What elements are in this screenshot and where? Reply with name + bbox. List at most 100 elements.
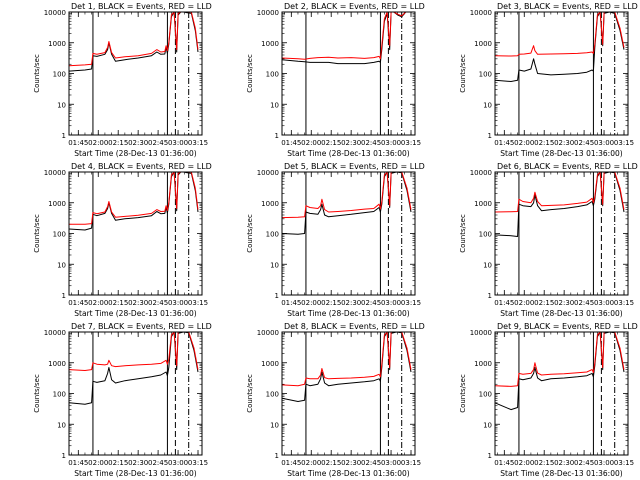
y-tick-label: 100 — [266, 231, 279, 239]
x-tick-label: 01:45 — [68, 459, 88, 467]
y-tick-label: 100 — [479, 71, 492, 79]
panel-det-5: Det 5, BLACK = Events, RED = LLD Counts/s… — [246, 162, 425, 318]
x-tick-label: 02:00 — [88, 299, 108, 307]
x-tick-label: 01:45 — [494, 139, 514, 147]
y-axis-label: Counts/sec — [246, 214, 254, 253]
y-tick-label: 1000 — [261, 200, 279, 208]
x-tick-label: 01:45 — [281, 459, 301, 467]
y-tick-label: 10000 — [470, 329, 492, 337]
plot-frame — [281, 331, 416, 456]
series-lld — [495, 332, 625, 387]
series-lld — [495, 172, 625, 213]
x-tick-label: 02:30 — [554, 459, 574, 467]
x-tick-label: 03:00 — [168, 459, 188, 467]
x-tick-label: 02:45 — [574, 299, 594, 307]
x-tick-label: 02:30 — [554, 139, 574, 147]
panel-det-8: Det 8, BLACK = Events, RED = LLD Counts/s… — [246, 322, 425, 478]
y-tick-label: 1000 — [261, 360, 279, 368]
panel-det-2: Det 2, BLACK = Events, RED = LLD Counts/s… — [246, 2, 425, 158]
x-axis-label: Start Time (28-Dec-13 01:36:00) — [500, 469, 622, 478]
panel-det-6: Det 6, BLACK = Events, RED = LLD Counts/s… — [459, 162, 638, 318]
x-tick-label: 02:45 — [361, 139, 381, 147]
x-tick-label: 03:15 — [614, 459, 634, 467]
y-tick-label: 1 — [488, 292, 492, 300]
x-tick-label: 03:15 — [614, 139, 634, 147]
x-tick-label: 01:45 — [281, 139, 301, 147]
y-tick-label: 10 — [57, 101, 66, 109]
y-tick-label: 1000 — [474, 360, 492, 368]
y-axis-label: Counts/sec — [459, 54, 467, 93]
series-events — [282, 172, 412, 235]
y-tick-label: 100 — [479, 391, 492, 399]
x-tick-label: 03:00 — [594, 139, 614, 147]
y-tick-label: 100 — [266, 71, 279, 79]
x-tick-label: 02:15 — [534, 299, 554, 307]
y-tick-label: 1000 — [48, 360, 66, 368]
x-tick-label: 03:00 — [168, 299, 188, 307]
plot-frame — [68, 11, 203, 136]
panel-title: Det 7, BLACK = Events, RED = LLD — [71, 322, 212, 331]
x-tick-label: 02:30 — [128, 139, 148, 147]
x-tick-label: 03:00 — [381, 139, 401, 147]
series-events — [69, 172, 199, 231]
x-tick-label: 02:15 — [321, 299, 341, 307]
series-lld — [69, 332, 199, 371]
y-tick-label: 10000 — [257, 169, 279, 177]
x-tick-label: 01:45 — [494, 299, 514, 307]
x-tick-label: 02:15 — [534, 139, 554, 147]
panel-title: Det 5, BLACK = Events, RED = LLD — [284, 162, 425, 171]
series-group — [69, 12, 199, 72]
y-tick-label: 1 — [488, 452, 492, 460]
y-axis-label: Counts/sec — [33, 54, 41, 93]
panel-title: Det 9, BLACK = Events, RED = LLD — [497, 322, 638, 331]
series-group — [495, 172, 625, 237]
y-tick-label: 10 — [270, 261, 279, 269]
x-tick-label: 02:15 — [321, 139, 341, 147]
x-tick-label: 02:00 — [301, 139, 321, 147]
x-tick-label: 03:00 — [381, 459, 401, 467]
x-axis-label: Start Time (28-Dec-13 01:36:00) — [74, 309, 196, 318]
y-tick-label: 10 — [270, 421, 279, 429]
x-tick-label: 01:45 — [494, 459, 514, 467]
y-tick-label: 100 — [479, 231, 492, 239]
y-tick-label: 1 — [488, 132, 492, 140]
x-tick-label: 03:15 — [188, 299, 208, 307]
plot-frame — [68, 171, 203, 296]
x-tick-label: 03:15 — [188, 139, 208, 147]
y-tick-label: 10 — [270, 101, 279, 109]
plot-frame — [281, 171, 416, 296]
x-tick-label: 03:00 — [594, 459, 614, 467]
y-tick-label: 1 — [62, 132, 66, 140]
plot-frame — [68, 331, 203, 456]
x-tick-label: 02:30 — [128, 459, 148, 467]
series-group — [282, 12, 410, 65]
series-group — [495, 332, 625, 411]
x-tick-label: 01:45 — [68, 299, 88, 307]
x-tick-label: 01:45 — [68, 139, 88, 147]
series-events — [69, 12, 199, 72]
panel-title: Det 2, BLACK = Events, RED = LLD — [284, 2, 425, 11]
series-lld — [69, 172, 199, 225]
x-tick-label: 03:15 — [401, 459, 421, 467]
y-tick-label: 10 — [483, 101, 492, 109]
x-axis-label: Start Time (28-Dec-13 01:36:00) — [500, 309, 622, 318]
series-lld — [282, 332, 412, 387]
series-group — [69, 332, 199, 405]
x-tick-label: 02:00 — [514, 299, 534, 307]
y-tick-label: 1 — [62, 292, 66, 300]
y-axis-label: Counts/sec — [33, 374, 41, 413]
y-tick-label: 1 — [275, 452, 279, 460]
series-events — [495, 172, 625, 237]
x-axis-label: Start Time (28-Dec-13 01:36:00) — [287, 469, 409, 478]
x-tick-label: 02:30 — [341, 459, 361, 467]
x-tick-label: 02:15 — [534, 459, 554, 467]
x-tick-label: 02:45 — [148, 139, 168, 147]
y-tick-label: 10000 — [257, 9, 279, 17]
y-tick-label: 10 — [483, 421, 492, 429]
y-tick-label: 1000 — [48, 40, 66, 48]
y-tick-label: 10 — [57, 261, 66, 269]
x-tick-label: 02:00 — [301, 299, 321, 307]
x-tick-label: 02:45 — [148, 299, 168, 307]
x-tick-label: 02:30 — [341, 139, 361, 147]
series-events — [495, 12, 625, 82]
